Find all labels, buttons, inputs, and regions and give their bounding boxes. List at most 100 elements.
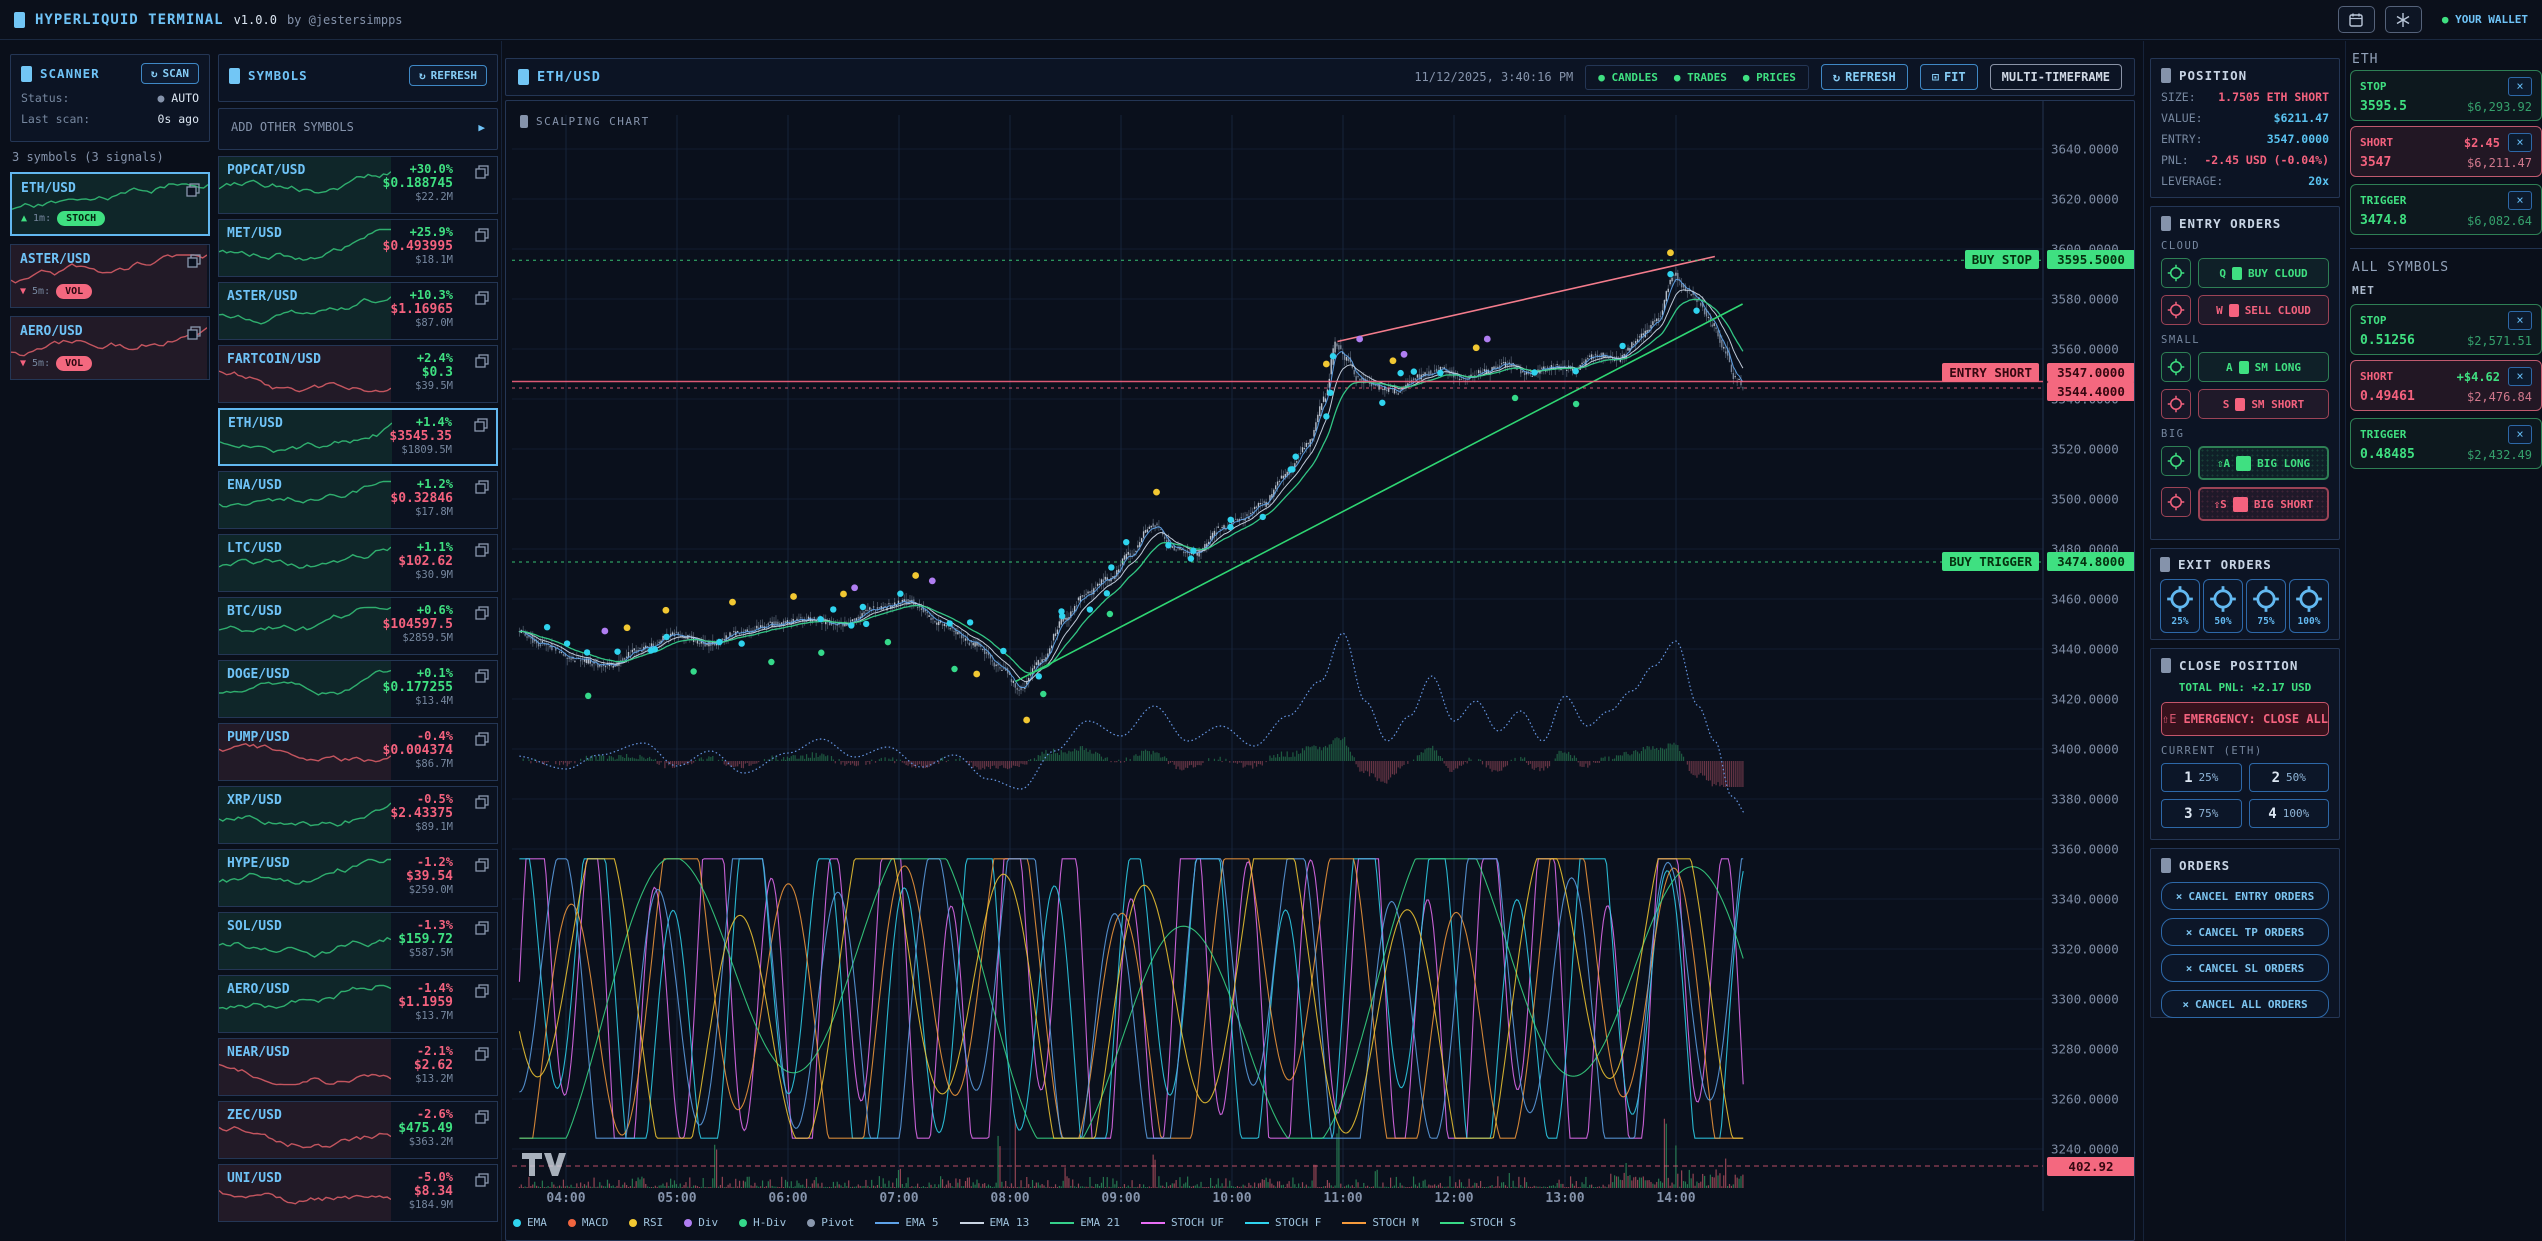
exit-button-25[interactable]: 25% — [2160, 579, 2200, 633]
entry-button-sm-short[interactable]: S SM SHORT — [2198, 389, 2329, 419]
close-current-25[interactable]: 1 25% — [2161, 763, 2242, 792]
copy-icon[interactable] — [187, 254, 201, 268]
scanner-item-eth-usd[interactable]: ETH/USD ▲ 1m: STOCH — [10, 172, 210, 236]
total-pnl: TOTAL PNL: +2.17 USD — [2178, 681, 2312, 694]
scanner-item-aster-usd[interactable]: ASTER/USD ▼ 5m: VOL — [10, 244, 210, 308]
copy-icon[interactable] — [475, 1173, 489, 1187]
copy-icon[interactable] — [475, 543, 489, 557]
cancel-entry-orders-button[interactable]: × CANCEL ENTRY ORDERS — [2161, 882, 2329, 910]
copy-icon[interactable] — [475, 984, 489, 998]
entry-target-big-short[interactable] — [2161, 487, 2191, 517]
symbol-item-aster-usd[interactable]: ASTER/USD +10.3% $1.16965 $87.0M — [218, 282, 498, 340]
symbols-refresh-button[interactable]: ↻ REFRESH — [409, 65, 487, 86]
cancel-order-button[interactable]: × — [2508, 133, 2532, 152]
symbol-item-pump-usd[interactable]: PUMP/USD -0.4% $0.004374 $86.7M — [218, 723, 498, 781]
emergency-close-all-button[interactable]: ⇧E EMERGENCY: CLOSE ALL — [2161, 702, 2329, 736]
copy-icon[interactable] — [475, 921, 489, 935]
symbol-item-near-usd[interactable]: NEAR/USD -2.1% $2.62 $13.2M — [218, 1038, 498, 1096]
svg-text:3380.0000: 3380.0000 — [2051, 792, 2119, 807]
symbol-item-met-usd[interactable]: MET/USD +25.9% $0.493995 $18.1M — [218, 219, 498, 277]
close-current-75[interactable]: 3 75% — [2161, 799, 2242, 828]
copy-icon[interactable] — [474, 418, 488, 432]
position-row-leverage: LEVERAGE: 20x — [2161, 174, 2329, 188]
legend-item-stoch-m: STOCH M — [1342, 1216, 1419, 1229]
copy-icon[interactable] — [475, 165, 489, 179]
entry-target-buy-cloud[interactable] — [2161, 258, 2191, 288]
scanner-lastscan-label: Last scan: — [21, 112, 91, 126]
copy-icon[interactable] — [475, 1110, 489, 1124]
symbol-item-btc-usd[interactable]: BTC/USD +0.6% $104597.5 $2859.5M — [218, 597, 498, 655]
symbol-item-eth-usd[interactable]: ETH/USD +1.4% $3545.35 $1809.5M — [218, 408, 498, 466]
copy-icon[interactable] — [475, 669, 489, 683]
copy-icon[interactable] — [475, 795, 489, 809]
exit-button-50[interactable]: 50% — [2203, 579, 2243, 633]
copy-icon[interactable] — [475, 1047, 489, 1061]
chart-refresh-button[interactable]: ↻ REFRESH — [1820, 64, 1908, 90]
symbol-item-popcat-usd[interactable]: POPCAT/USD +30.0% $0.188745 $22.2M — [218, 156, 498, 214]
scanner-symbol: ETH/USD — [21, 181, 76, 196]
entry-target-sell-cloud[interactable] — [2161, 295, 2191, 325]
symbol-change: +1.4% — [415, 415, 452, 429]
close-current-100[interactable]: 4 100% — [2248, 799, 2329, 828]
symbol-item-xrp-usd[interactable]: XRP/USD -0.5% $2.43375 $89.1M — [218, 786, 498, 844]
copy-icon[interactable] — [475, 732, 489, 746]
entry-button-buy-cloud[interactable]: Q BUY CLOUD — [2198, 258, 2329, 288]
symbol-price: $0.004374 — [382, 743, 453, 758]
entry-button-big-short[interactable]: ⇧S BIG SHORT — [2198, 487, 2329, 521]
scan-button[interactable]: ↻ SCAN — [140, 63, 199, 84]
copy-icon[interactable] — [475, 291, 489, 305]
order-price: 0.49461 — [2360, 389, 2415, 404]
close-current-50[interactable]: 2 50% — [2248, 763, 2329, 792]
cancel-order-button[interactable]: × — [2508, 367, 2532, 386]
entry-button-sell-cloud[interactable]: W SELL CLOUD — [2198, 295, 2329, 325]
entry-button-big-long[interactable]: ⇧A BIG LONG — [2198, 446, 2329, 480]
cancel-order-button[interactable]: × — [2508, 311, 2532, 330]
toggle-prices[interactable]: ● PRICES — [1742, 70, 1796, 84]
copy-icon[interactable] — [475, 858, 489, 872]
copy-icon[interactable] — [475, 354, 489, 368]
symbol-item-aero-usd[interactable]: AERO/USD -1.4% $1.1959 $13.7M — [218, 975, 498, 1033]
chart-fit-button[interactable]: ⊡ FIT — [1919, 64, 1978, 90]
add-symbols-row[interactable]: ADD OTHER SYMBOLS ▶ — [218, 108, 498, 150]
symbol-item-hype-usd[interactable]: HYPE/USD -1.2% $39.54 $259.0M — [218, 849, 498, 907]
symbol-item-sol-usd[interactable]: SOL/USD -1.3% $159.72 $587.5M — [218, 912, 498, 970]
copy-icon[interactable] — [187, 326, 201, 340]
legend-item-h-div: H-Div — [739, 1216, 786, 1229]
multi-timeframe-button[interactable]: MULTI-TIMEFRAME — [1989, 64, 2122, 90]
scanner-item-aero-usd[interactable]: AERO/USD ▼ 5m: VOL — [10, 316, 210, 380]
exit-button-100[interactable]: 100% — [2289, 579, 2329, 633]
calendar-button[interactable] — [2337, 6, 2375, 33]
symbol-item-ena-usd[interactable]: ENA/USD +1.2% $0.32846 $17.8M — [218, 471, 498, 529]
copy-icon[interactable] — [475, 606, 489, 620]
legend-item-div: Div — [684, 1216, 718, 1229]
snowflake-button[interactable] — [2384, 6, 2422, 33]
entry-button-sm-long[interactable]: A SM LONG — [2198, 352, 2329, 382]
cancel-order-button[interactable]: × — [2508, 191, 2532, 210]
exit-button-75[interactable]: 75% — [2246, 579, 2286, 633]
toggle-trades[interactable]: ● TRADES — [1673, 70, 1727, 84]
symbol-item-fartcoin-usd[interactable]: FARTCOIN/USD +2.4% $0.3 $39.5M — [218, 345, 498, 403]
copy-icon[interactable] — [475, 480, 489, 494]
symbol-item-ltc-usd[interactable]: LTC/USD +1.1% $102.62 $30.9M — [218, 534, 498, 592]
symbol-item-zec-usd[interactable]: ZEC/USD -2.6% $475.49 $363.2M — [218, 1101, 498, 1159]
price-chart[interactable]: 3640.00003620.00003600.00003580.00003560… — [506, 101, 2135, 1241]
copy-icon[interactable] — [186, 183, 200, 197]
cancel-tp-orders-button[interactable]: × CANCEL TP ORDERS — [2161, 918, 2329, 946]
cancel-all-orders-button[interactable]: × CANCEL ALL ORDERS — [2161, 990, 2329, 1018]
cancel-sl-orders-button[interactable]: × CANCEL SL ORDERS — [2161, 954, 2329, 982]
symbol-item-doge-usd[interactable]: DOGE/USD +0.1% $0.177255 $13.4M — [218, 660, 498, 718]
order-usd-value: $2,476.84 — [2466, 389, 2532, 404]
entry-target-sm-short[interactable] — [2161, 389, 2191, 419]
cancel-order-button[interactable]: × — [2508, 77, 2532, 96]
current-price: 3544.4000 — [2047, 382, 2134, 401]
entry-target-big-long[interactable] — [2161, 446, 2191, 476]
symbol-item-uni-usd[interactable]: UNI/USD -5.0% $8.34 $184.9M — [218, 1164, 498, 1222]
legend-line-icon — [875, 1221, 900, 1224]
symbol-price: $0.32846 — [390, 491, 453, 506]
wallet-status[interactable]: ● YOUR WALLET — [2441, 13, 2528, 26]
cancel-order-button[interactable]: × — [2508, 425, 2532, 444]
copy-icon[interactable] — [475, 228, 489, 242]
entry-target-sm-long[interactable] — [2161, 352, 2191, 382]
toggle-candles[interactable]: ● CANDLES — [1598, 70, 1658, 84]
symbol-change: -2.6% — [416, 1107, 453, 1121]
